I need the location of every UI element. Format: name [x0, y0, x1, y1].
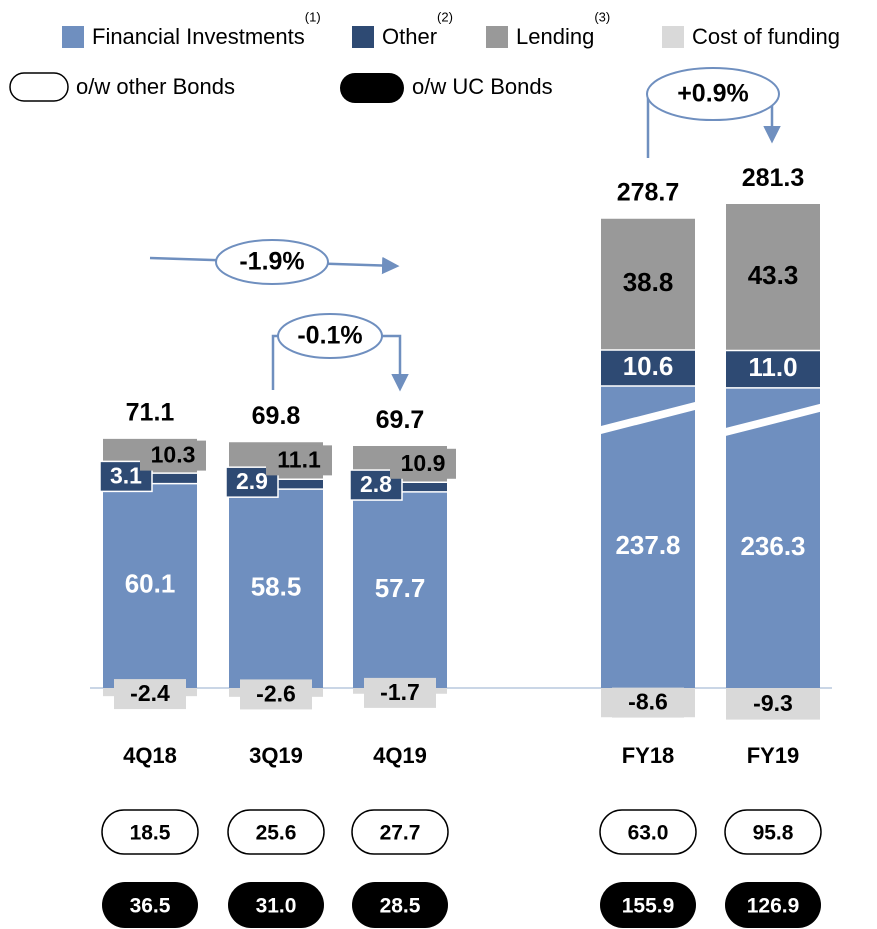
bond-label: 18.5 [130, 822, 171, 845]
bar-segment [726, 350, 820, 388]
legend-label: o/w UC Bonds [412, 74, 553, 99]
axis-break [601, 401, 695, 434]
annotation-bubble [277, 313, 383, 359]
value-label: 10.9 [401, 450, 446, 476]
x-tick-label: FY19 [747, 743, 800, 768]
bond-oval [600, 882, 696, 928]
bond-label: 25.6 [256, 822, 297, 845]
bond-label: 126.9 [747, 895, 800, 918]
value-label: 10.6 [623, 351, 674, 381]
value-label: -2.4 [130, 680, 170, 706]
value-label: 11.0 [748, 352, 797, 382]
legend-label: o/w other Bonds [76, 74, 235, 99]
bar-segment [353, 491, 447, 688]
bond-oval [228, 882, 324, 928]
bond-oval [351, 809, 449, 855]
annotation-bubble [215, 239, 329, 285]
bond-oval [724, 809, 822, 855]
value-label: -9.3 [753, 690, 793, 716]
bond-label: 31.0 [256, 895, 297, 918]
bar-segment [601, 349, 695, 386]
total-label: 69.8 [252, 402, 301, 430]
value-label: -8.6 [628, 689, 668, 715]
bar-segment [601, 218, 695, 350]
value-label: 10.3 [151, 442, 196, 468]
bar-segment [601, 385, 695, 688]
bond-oval [725, 882, 821, 928]
value-label: 11.1 [277, 446, 321, 472]
value-label: 60.1 [125, 569, 176, 599]
bond-label: 95.8 [753, 822, 794, 845]
total-label: 278.7 [617, 179, 680, 207]
label-box [390, 448, 456, 479]
x-tick-label: FY18 [622, 743, 675, 768]
bar-segment [229, 489, 323, 688]
value-label: 236.3 [740, 531, 805, 561]
bond-label: 28.5 [380, 895, 421, 918]
legend-swatch [352, 26, 374, 48]
legend-swatch [486, 26, 508, 48]
value-label: 43.3 [748, 260, 799, 290]
bar-segment [726, 387, 820, 688]
bond-label: 27.7 [380, 822, 421, 845]
legend-note: (1) [305, 9, 321, 24]
legend-label: Cost of funding [692, 24, 840, 49]
annotation: -1.9% [239, 248, 304, 276]
label-box [364, 677, 436, 708]
bond-oval [599, 809, 697, 855]
bar-segment [726, 203, 820, 351]
axis-break [726, 403, 820, 436]
label-box [737, 688, 809, 719]
value-label: 58.5 [251, 571, 302, 601]
bond-label: 63.0 [628, 822, 669, 845]
x-tick-label: 4Q19 [373, 743, 427, 768]
value-label: 2.9 [236, 468, 268, 494]
legend-label: Other [382, 24, 437, 49]
total-label: 71.1 [126, 399, 175, 427]
value-label: 2.8 [360, 471, 392, 497]
bond-oval [227, 809, 325, 855]
annotation-bubble [646, 67, 780, 121]
legend-swatch [9, 72, 69, 102]
total-label: 281.3 [742, 164, 805, 192]
legend-note: (3) [594, 9, 610, 24]
value-label: 57.7 [375, 573, 426, 603]
label-box [266, 445, 332, 476]
legend-label: Lending [516, 24, 594, 49]
legend-swatch [340, 73, 404, 103]
value-label: 237.8 [615, 530, 680, 560]
x-tick-label: 3Q19 [249, 743, 303, 768]
x-tick-label: 4Q18 [123, 743, 177, 768]
bar-segment [103, 483, 197, 688]
value-label: -1.7 [380, 679, 420, 705]
label-box [612, 687, 684, 718]
bond-label: 36.5 [130, 895, 171, 918]
bond-oval [101, 809, 199, 855]
bond-oval [102, 882, 198, 928]
value-label: -2.6 [256, 680, 296, 706]
value-label: 38.8 [623, 267, 674, 297]
legend-swatch [662, 26, 684, 48]
label-box [114, 679, 186, 710]
bond-oval [352, 882, 448, 928]
total-label: 69.7 [376, 406, 425, 434]
annotation: +0.9% [677, 80, 749, 108]
label-box [140, 440, 206, 471]
legend-note: (2) [437, 9, 453, 24]
legend-label: Financial Investments [92, 24, 305, 49]
value-label: 3.1 [110, 462, 142, 488]
bond-label: 155.9 [622, 895, 675, 918]
annotation: -0.1% [297, 322, 362, 350]
label-box [349, 469, 403, 501]
label-box [240, 679, 312, 710]
legend-swatch [62, 26, 84, 48]
